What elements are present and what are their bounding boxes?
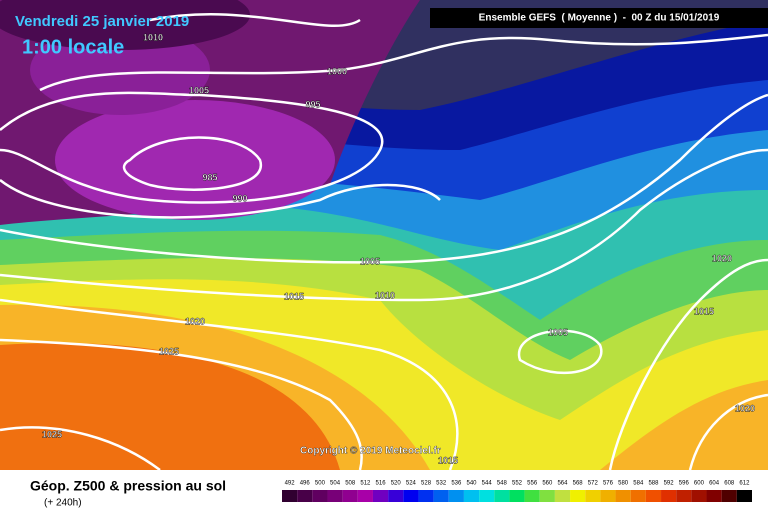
isobar-labels: 1010 1000 1005 995 985 990 1005 1015 1010 1020 102… xyxy=(42,32,755,465)
scale-label: 584 xyxy=(633,481,644,487)
scale-label: 508 xyxy=(345,481,356,487)
scale-label: 596 xyxy=(679,481,690,487)
scale-swatch xyxy=(448,490,464,502)
isobar-label: 1015 xyxy=(284,291,304,301)
scale-swatch xyxy=(388,490,404,502)
scale-label: 540 xyxy=(467,481,478,487)
isobar-label: 1010 xyxy=(375,290,395,300)
scale-swatch xyxy=(630,490,646,502)
scale-label: 588 xyxy=(648,481,659,487)
scale-label: 500 xyxy=(315,481,326,487)
scale-swatch xyxy=(676,490,692,502)
scale-swatch xyxy=(357,490,373,502)
scale-swatch xyxy=(554,490,571,502)
scale-label: 512 xyxy=(360,481,371,487)
scale-label: 536 xyxy=(451,481,462,487)
scale-label: 492 xyxy=(285,481,296,487)
scale-swatch xyxy=(570,490,586,502)
isobar-label: 995 xyxy=(305,99,320,109)
map-background xyxy=(0,0,768,470)
copyright: Copyright © 2019 Meteociel.fr xyxy=(300,446,441,457)
info-text: Ensemble GEFS ( Moyenne ) - 00 Z du 15/0… xyxy=(479,13,720,24)
scale-label: 520 xyxy=(391,481,402,487)
isobar-label: 985 xyxy=(202,172,217,182)
scale-swatch xyxy=(539,490,555,502)
isobar-label: 1005 xyxy=(189,85,209,95)
scale-swatch xyxy=(327,490,343,502)
isobar-label: 1020 xyxy=(735,403,755,413)
isobar-label: 1005 xyxy=(548,327,568,337)
scale-swatch xyxy=(645,490,662,502)
isobar-label: 1010 xyxy=(143,32,163,42)
scale-swatch xyxy=(721,490,737,502)
scale-swatch xyxy=(615,490,631,502)
isobar-label: 1005 xyxy=(360,256,380,266)
isobar-label: 1020 xyxy=(185,316,205,326)
info-box xyxy=(430,8,768,28)
scale-label: 604 xyxy=(709,481,720,487)
scale-swatch xyxy=(297,490,313,502)
scale-swatch xyxy=(706,490,722,502)
scale-swatch xyxy=(282,490,298,502)
scale-label: 564 xyxy=(557,481,568,487)
footer-title: Géop. Z500 & pression au sol xyxy=(30,478,226,494)
isobar-label: 1000 xyxy=(327,66,347,76)
scale-swatch xyxy=(342,490,358,502)
scale-label: 548 xyxy=(497,481,508,487)
scale-label: 532 xyxy=(436,481,447,487)
scale-swatch xyxy=(372,490,389,502)
date-label: Vendredi 25 janvier 2019 xyxy=(15,13,189,30)
scale-label: 592 xyxy=(664,481,675,487)
isobar-label: 1015 xyxy=(694,306,714,316)
scale-label: 572 xyxy=(588,481,599,487)
scale-swatch xyxy=(463,490,480,502)
isobar-label: 1025 xyxy=(42,429,62,439)
color-scale: 492 496 500 504 508 512 516 520 524 528 532 536 540 5… xyxy=(282,481,752,502)
isobar-label: 1020 xyxy=(712,253,732,263)
scale-label: 516 xyxy=(376,481,387,487)
scale-swatch xyxy=(418,490,434,502)
isobars xyxy=(0,13,768,472)
scale-label: 556 xyxy=(527,481,538,487)
scale-label: 576 xyxy=(603,481,614,487)
scale-swatch xyxy=(494,490,510,502)
scale-label: 568 xyxy=(573,481,584,487)
scale-swatch xyxy=(479,490,495,502)
isobar-label: 1025 xyxy=(159,346,179,356)
scale-swatch xyxy=(524,490,540,502)
scale-label: 612 xyxy=(739,481,750,487)
scale-swatch xyxy=(736,490,752,502)
scale-label: 496 xyxy=(300,481,311,487)
scale-swatch xyxy=(691,490,707,502)
footer-range: (+ 240h) xyxy=(44,498,82,509)
scale-label: 600 xyxy=(694,481,705,487)
scale-label: 544 xyxy=(482,481,493,487)
scale-label: 560 xyxy=(542,481,553,487)
time-label: 1:00 locale xyxy=(22,36,124,58)
scale-label: 528 xyxy=(421,481,432,487)
scale-label: 580 xyxy=(618,481,629,487)
scale-swatch xyxy=(433,490,449,502)
scale-swatch xyxy=(585,490,601,502)
scale-swatch xyxy=(600,490,616,502)
scale-label: 608 xyxy=(724,481,735,487)
scale-swatch xyxy=(509,490,525,502)
scale-swatch xyxy=(661,490,677,502)
scale-swatch xyxy=(312,490,328,502)
scale-swatch xyxy=(403,490,419,502)
scale-label: 504 xyxy=(330,481,341,487)
isobar-label: 990 xyxy=(232,193,247,203)
scale-label: 552 xyxy=(512,481,523,487)
isobar-label: 1015 xyxy=(438,455,458,465)
scale-label: 524 xyxy=(406,481,417,487)
